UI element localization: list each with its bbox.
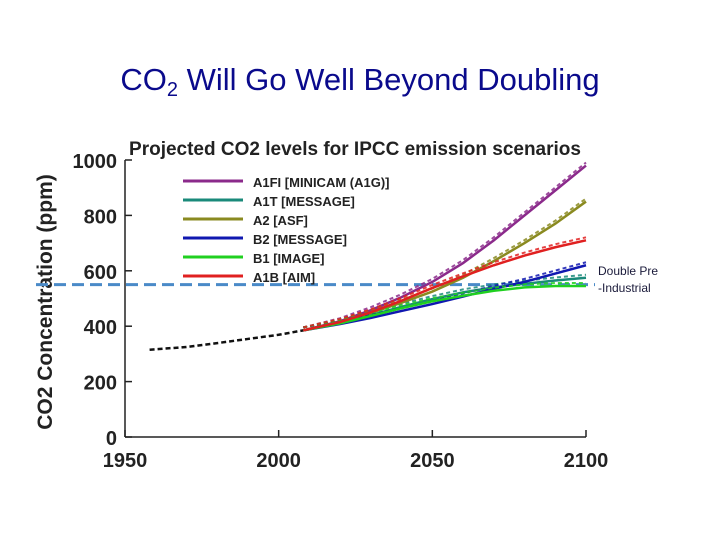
plot-area: 0 200 400 600 800 1000 1950 2000 2050 2100 A1FI [M… bbox=[36, 151, 608, 472]
series-dashed-a1fi bbox=[303, 161, 587, 329]
series-line-b1 bbox=[303, 284, 586, 332]
x-tick-label-1950: 1950 bbox=[103, 450, 148, 472]
y-tick-label-0: 0 bbox=[106, 428, 117, 450]
legend-label-a1b: A1B [AIM] bbox=[253, 270, 315, 285]
x-tick-label-2050: 2050 bbox=[410, 450, 455, 472]
slide-title: CO2 Will Go Well Beyond Doubling bbox=[0, 62, 720, 102]
legend-label-a1t: A1T [MESSAGE] bbox=[253, 194, 355, 209]
series-line-a1fi bbox=[302, 164, 587, 332]
series-line-a1b bbox=[302, 239, 587, 332]
annotation-line-2: -Industrial bbox=[598, 281, 651, 295]
y-tick-label-200: 200 bbox=[84, 373, 117, 395]
title-subscript-2: 2 bbox=[166, 79, 179, 101]
historical-line bbox=[149, 329, 304, 351]
y-tick-label-1000: 1000 bbox=[73, 151, 118, 173]
x-tick-label-2000: 2000 bbox=[256, 450, 301, 472]
series-dashed-a1t bbox=[303, 273, 587, 329]
legend-label-a1fi: A1FI [MINICAM (A1G)] bbox=[253, 175, 390, 190]
doubling-annotation: Double Pre -Industrial bbox=[598, 263, 708, 297]
title-co: CO bbox=[120, 62, 167, 97]
x-tick-label-2100: 2100 bbox=[564, 450, 609, 472]
series-line-a2 bbox=[302, 200, 587, 332]
y-tick-label-800: 800 bbox=[84, 206, 117, 228]
annotation-line-1: Double Pre bbox=[598, 264, 659, 278]
legend-label-b2: B2 [MESSAGE] bbox=[253, 232, 347, 247]
chart-title: Projected CO2 levels for IPCC emission s… bbox=[129, 139, 581, 160]
y-tick-label-600: 600 bbox=[84, 262, 117, 284]
legend-label-b1: B1 [IMAGE] bbox=[253, 251, 325, 266]
title-rest: Will Go Well Beyond Doubling bbox=[178, 62, 600, 97]
legend-label-a2: A2 [ASF] bbox=[253, 213, 308, 228]
series-dashed-a2 bbox=[303, 197, 587, 329]
y-tick-label-400: 400 bbox=[84, 317, 117, 339]
series-dashed-b1 bbox=[303, 282, 586, 329]
y-axis-label: CO2 Concentration (ppm) bbox=[34, 174, 57, 430]
